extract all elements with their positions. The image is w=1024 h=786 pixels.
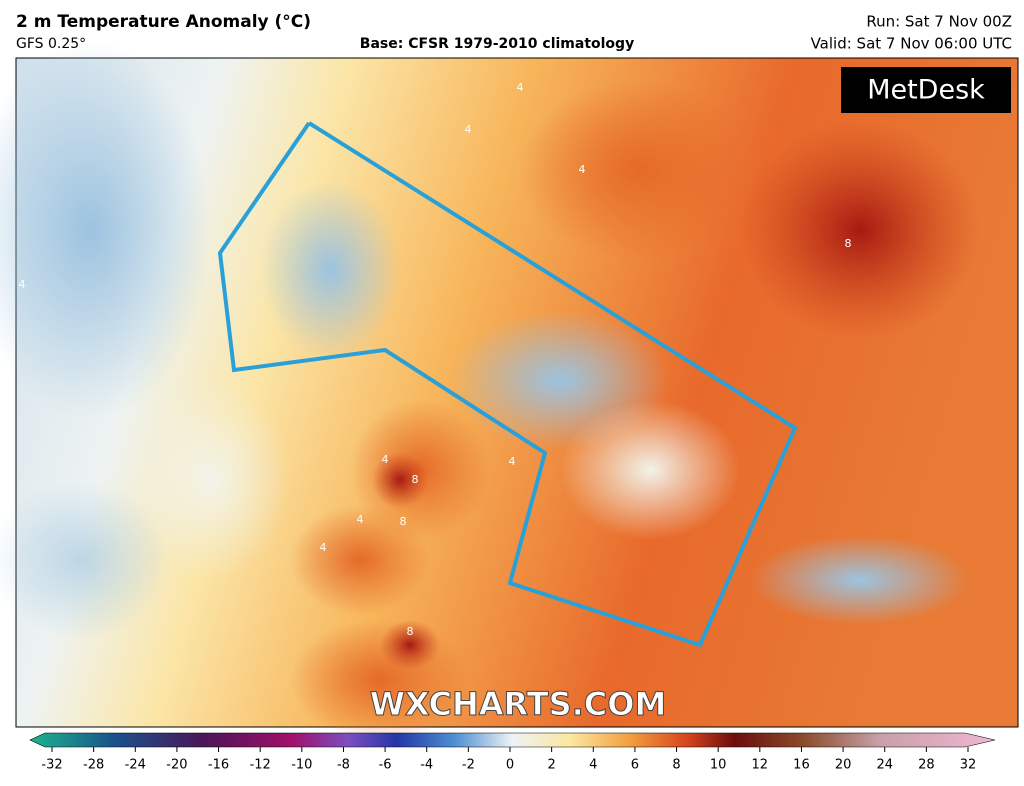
- valid: Valid: Sat 7 Nov 06:00 UTC: [811, 35, 1012, 53]
- colorbar-tick-label: 16: [793, 758, 810, 773]
- contour-label: 4: [19, 278, 26, 291]
- colorbar-tick-label: -2: [462, 758, 475, 773]
- run: Run: Sat 7 Nov 00Z: [866, 13, 1012, 31]
- contour-label: 4: [320, 541, 327, 554]
- colorbar-ticks: -32 -28 -24 -20 -16 -12 -10 -8 -6 -4 -2 0 2 4 6 8 10 12 16…: [41, 747, 976, 773]
- contour-label: 8: [400, 515, 407, 528]
- colorbar-tick-label: -24: [125, 758, 146, 773]
- colorbar-tick-label: 28: [918, 758, 935, 773]
- colorbar-tick-label: -12: [250, 758, 271, 773]
- logo: MetDesk: [867, 75, 985, 106]
- colorbar-tick-label: 10: [710, 758, 727, 773]
- colorbar-tick-label: 0: [506, 758, 514, 773]
- contour-label: 8: [407, 625, 414, 638]
- colorbar-tick-label: 24: [876, 758, 893, 773]
- colorbar-tick-label: -16: [208, 758, 229, 773]
- title: 2 m Temperature Anomaly (°C): [16, 12, 311, 32]
- base: Base: CFSR 1979-2010 climatology: [360, 36, 634, 52]
- contour-labels: 4 4 4 4 8 8 8 4 4 8 4 4: [19, 81, 852, 638]
- colorbar-tick-label: 8: [672, 758, 680, 773]
- colorbar-tick-label: 2: [547, 758, 555, 773]
- contour-label: 4: [517, 81, 524, 94]
- colorbar-tick-label: 12: [752, 758, 769, 773]
- colorbar-tick-label: 32: [960, 758, 977, 773]
- watermark: WXCHARTS.COM: [370, 685, 667, 723]
- colorbar-tick-label: -10: [291, 758, 312, 773]
- contour-label: 4: [579, 163, 586, 176]
- colorbar-tick-label: -6: [379, 758, 392, 773]
- contour-label: 4: [509, 455, 516, 468]
- contour-label: 4: [465, 123, 472, 136]
- colorbar-tick-label: 4: [589, 758, 597, 773]
- colorbar: [29, 732, 996, 748]
- colorbar-tick-label: -28: [83, 758, 104, 773]
- map-field: MetDesk WXCHARTS.COM: [0, 40, 1019, 740]
- colorbar-tick-label: -4: [420, 758, 433, 773]
- colorbar-tick-label: 20: [835, 758, 852, 773]
- colorbar-tick-label: -32: [41, 758, 62, 773]
- contour-label: 4: [357, 513, 364, 526]
- contour-label: 8: [412, 473, 419, 486]
- contour-label: 8: [845, 237, 852, 250]
- contour-label: 4: [382, 453, 389, 466]
- colorbar-tick-label: -20: [166, 758, 187, 773]
- colorbar-tick-label: -8: [337, 758, 350, 773]
- colorbar-tick-label: 6: [631, 758, 639, 773]
